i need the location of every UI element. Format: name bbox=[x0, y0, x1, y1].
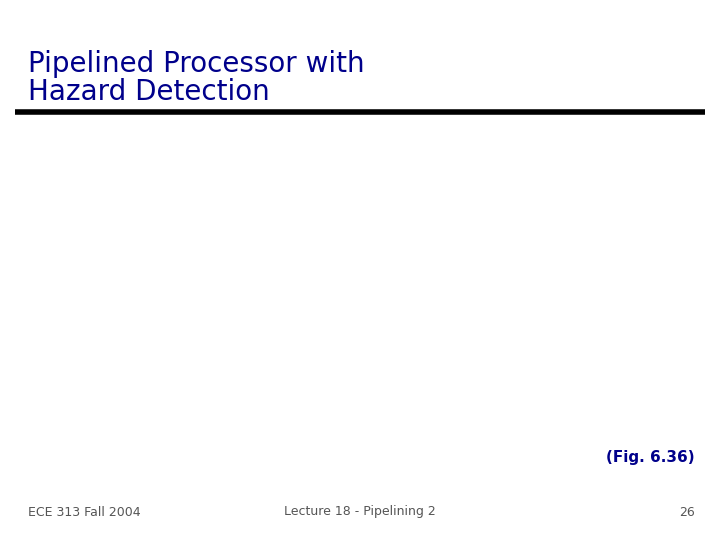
Text: (Fig. 6.36): (Fig. 6.36) bbox=[606, 450, 695, 465]
Text: Hazard Detection: Hazard Detection bbox=[28, 78, 270, 106]
Text: ECE 313 Fall 2004: ECE 313 Fall 2004 bbox=[28, 505, 140, 518]
Text: Lecture 18 - Pipelining 2: Lecture 18 - Pipelining 2 bbox=[284, 505, 436, 518]
Text: 26: 26 bbox=[679, 505, 695, 518]
Text: Pipelined Processor with: Pipelined Processor with bbox=[28, 50, 364, 78]
